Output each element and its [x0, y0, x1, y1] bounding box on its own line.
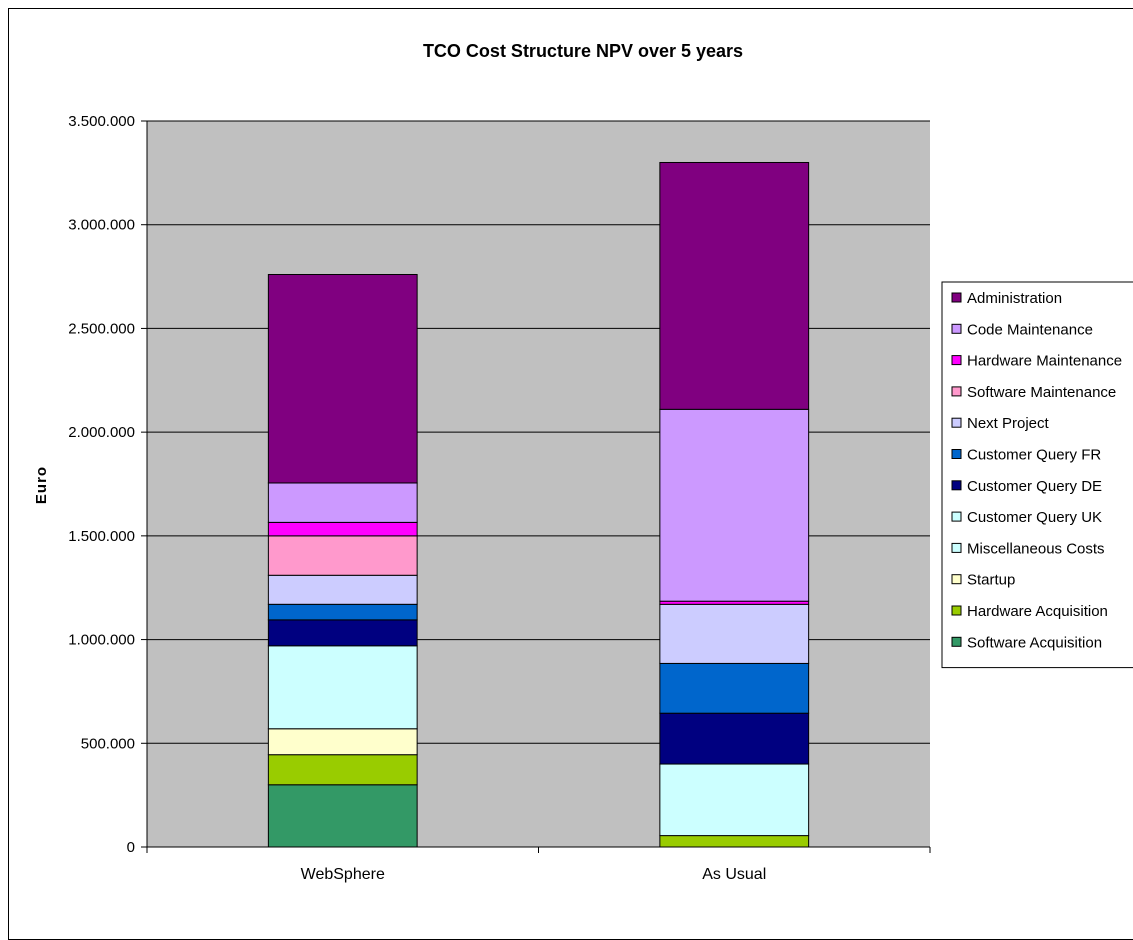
x-category-label: WebSphere: [301, 866, 385, 883]
bar-segment-startup: [267, 728, 418, 756]
bar-segment-administration: [267, 273, 418, 484]
bar-segment-hardware-maintenance: [267, 521, 418, 537]
legend-label-software-acquisition: Software Acquisition: [967, 634, 1102, 651]
legend-label-customer-query-uk: Customer Query UK: [967, 509, 1102, 526]
y-tick-label: 3.000.000: [68, 217, 135, 234]
legend-swatch-hardware-maintenance: [951, 355, 962, 366]
x-category-label: As Usual: [702, 866, 766, 883]
legend-label-startup: Startup: [967, 572, 1015, 589]
legend-label-software-maintenance: Software Maintenance: [967, 384, 1116, 401]
bar-segment-code-maintenance: [659, 408, 810, 602]
bar-segment-customer-query-fr: [267, 603, 418, 621]
y-tick-labels: 0 500.000 1.000.000 1.500.000 2.000.000 2.500…: [68, 113, 135, 856]
plot-area: [147, 121, 930, 847]
legend-label-customer-query-de: Customer Query DE: [967, 478, 1102, 495]
bar-segment-administration: [659, 161, 810, 410]
y-tick-label: 500.000: [81, 735, 135, 752]
y-tick-label: 1.500.000: [68, 528, 135, 545]
chart: TCO Cost Structure NPV over 5 years 0 500…: [33, 41, 1133, 883]
y-tick-label: 2.500.000: [68, 320, 135, 337]
legend-swatch-customer-query-de: [951, 480, 962, 491]
legend: Administration Code Maintenance Hardware M…: [941, 281, 1133, 669]
legend-label-hardware-maintenance: Hardware Maintenance: [967, 353, 1122, 370]
legend-swatch-customer-query-fr: [951, 449, 962, 459]
legend-box: [941, 281, 1133, 669]
legend-label-hardware-acquisition: Hardware Acquisition: [967, 603, 1108, 620]
legend-label-miscellaneous-costs: Miscellaneous Costs: [967, 540, 1105, 557]
axes: [141, 120, 931, 853]
legend-swatch-customer-query-uk: [951, 511, 962, 522]
bar-segment-code-maintenance: [267, 482, 418, 523]
legend-swatch-hardware-acquisition: [951, 605, 962, 616]
x-category-labels: WebSphere As Usual: [301, 866, 767, 883]
bar-segment-customer-query-de: [267, 619, 418, 647]
bars: [267, 161, 810, 848]
bar-segment-hardware-acquisition: [659, 835, 810, 848]
legend-swatch-software-acquisition: [951, 636, 962, 647]
legend-swatch-software-maintenance: [951, 386, 962, 397]
bar-segment-miscellaneous-costs: [267, 645, 418, 730]
y-tick-label: 0: [127, 839, 135, 856]
y-tick-label: 1.000.000: [68, 632, 135, 649]
legend-swatch-code-maintenance: [951, 323, 962, 334]
y-tick-label: 2.000.000: [68, 424, 135, 441]
bar-segment-software-acquisition: [267, 784, 418, 848]
chart-title: TCO Cost Structure NPV over 5 years: [423, 41, 743, 61]
bar-segment-customer-query-de: [659, 712, 810, 765]
bar-segment-next-project: [267, 574, 418, 605]
legend-swatch-next-project: [951, 417, 962, 428]
legend-swatch-startup: [951, 574, 962, 585]
bar-segment-customer-query-uk: [659, 763, 810, 837]
bar-segment-hardware-acquisition: [267, 754, 418, 786]
bar-segment-next-project: [659, 603, 810, 664]
bar-segment-customer-query-fr: [659, 662, 810, 714]
legend-label-customer-query-fr: Customer Query FR: [967, 447, 1101, 464]
y-tick-label: 3.500.000: [68, 113, 135, 130]
legend-label-next-project: Next Project: [967, 415, 1050, 432]
legend-label-administration: Administration: [967, 290, 1062, 307]
legend-swatch-administration: [951, 292, 962, 303]
bar-segment-software-maintenance: [267, 535, 418, 576]
y-axis-label: Euro: [33, 466, 50, 504]
legend-label-code-maintenance: Code Maintenance: [967, 321, 1093, 338]
legend-swatch-miscellaneous-costs: [951, 542, 962, 553]
